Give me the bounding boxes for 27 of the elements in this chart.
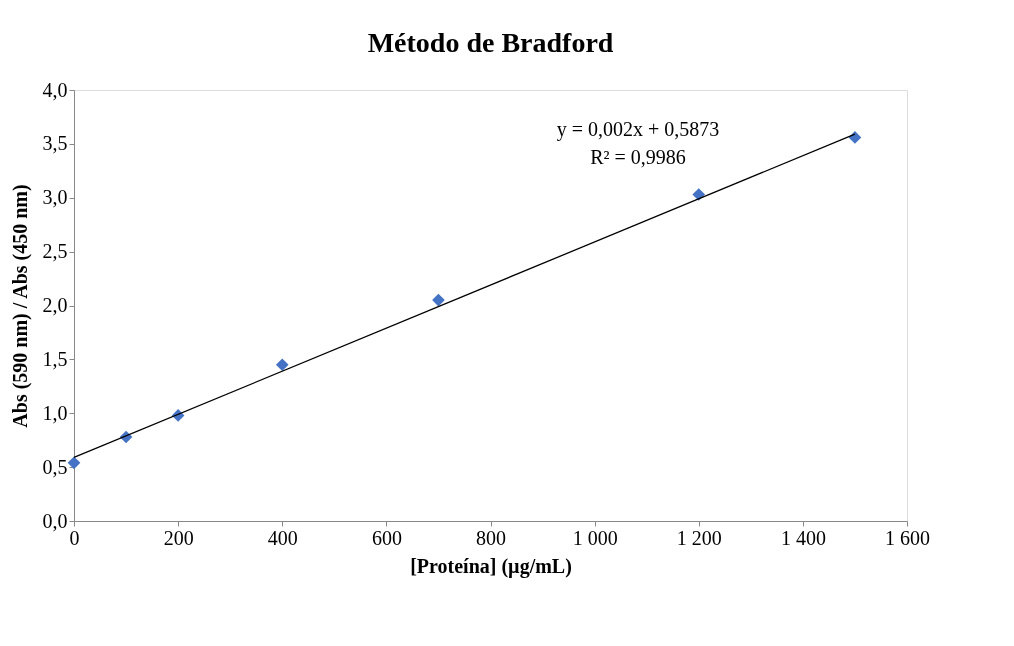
point	[67, 456, 81, 470]
x-tick-label: 400	[267, 526, 298, 549]
y-tick-label: 4,0	[42, 78, 68, 101]
annotation: R² = 0,9986	[590, 146, 686, 168]
x-tick-label: 1 400	[780, 526, 826, 549]
y-axis-title: Abs (590 nm) / Abs (450 nm)	[8, 184, 32, 428]
y-tick-label: 2,0	[42, 294, 68, 316]
y-tick-label: 2,5	[42, 240, 68, 263]
x-tick-label: 800	[476, 526, 506, 549]
y-tick-label: 1,5	[42, 347, 68, 370]
y-tick-label: 3,0	[42, 186, 68, 209]
y-tick-label: 3,5	[42, 132, 68, 155]
y-tick-label: 1,0	[42, 401, 68, 424]
x-tick-label: 600	[371, 526, 402, 549]
point	[275, 358, 289, 372]
y-tick-label: 0,5	[42, 455, 68, 478]
chart-title: Método de Bradford	[367, 27, 614, 58]
x-tick-label: 200	[163, 526, 194, 549]
x-axis-title: [Proteína] (µg/mL)	[410, 554, 572, 578]
annotation: y = 0,002x + 0,5873	[556, 118, 720, 141]
x-tick-label: 1 600	[885, 526, 930, 549]
point	[692, 188, 706, 201]
x-tick-label: 0	[69, 526, 80, 549]
point	[432, 293, 445, 307]
x-tick-label: 1 200	[676, 526, 722, 549]
x-tick-label: 1 000	[572, 526, 618, 549]
y-tick-label: 0,0	[42, 509, 68, 532]
